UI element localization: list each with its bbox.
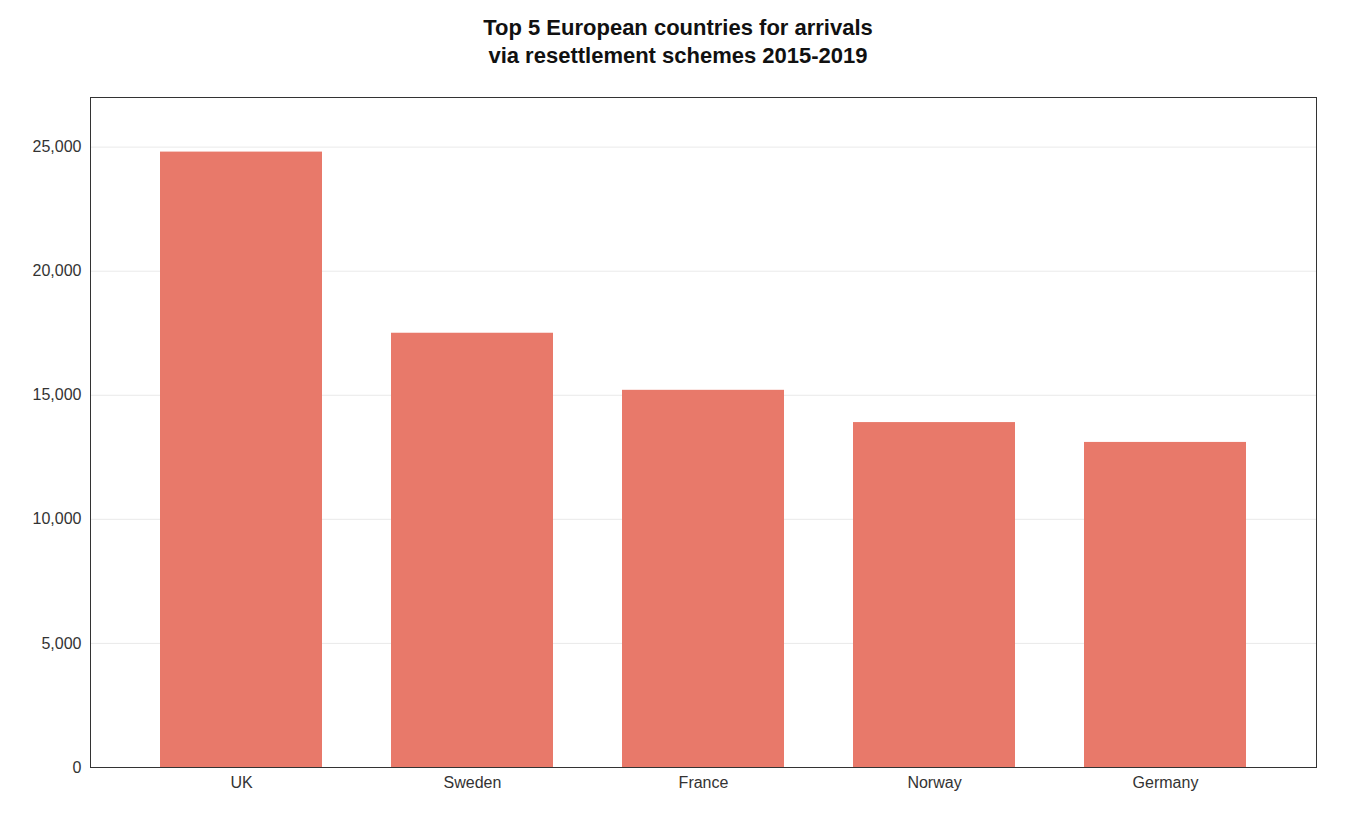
svg-text:25,000: 25,000 [33, 138, 82, 155]
svg-text:Sweden: Sweden [444, 774, 502, 791]
svg-text:Norway: Norway [907, 774, 961, 791]
svg-text:Germany: Germany [1133, 774, 1199, 791]
svg-text:10,000: 10,000 [33, 510, 82, 527]
svg-text:15,000: 15,000 [33, 386, 82, 403]
svg-text:20,000: 20,000 [33, 262, 82, 279]
html-text:Top 5 European countries for a: Top 5 European countries for arrivals vi… [483, 15, 873, 68]
svg-text:5,000: 5,000 [41, 635, 81, 652]
svg-text:0: 0 [73, 759, 82, 776]
svg-text:France: France [679, 774, 729, 791]
svg-text:UK: UK [230, 774, 253, 791]
